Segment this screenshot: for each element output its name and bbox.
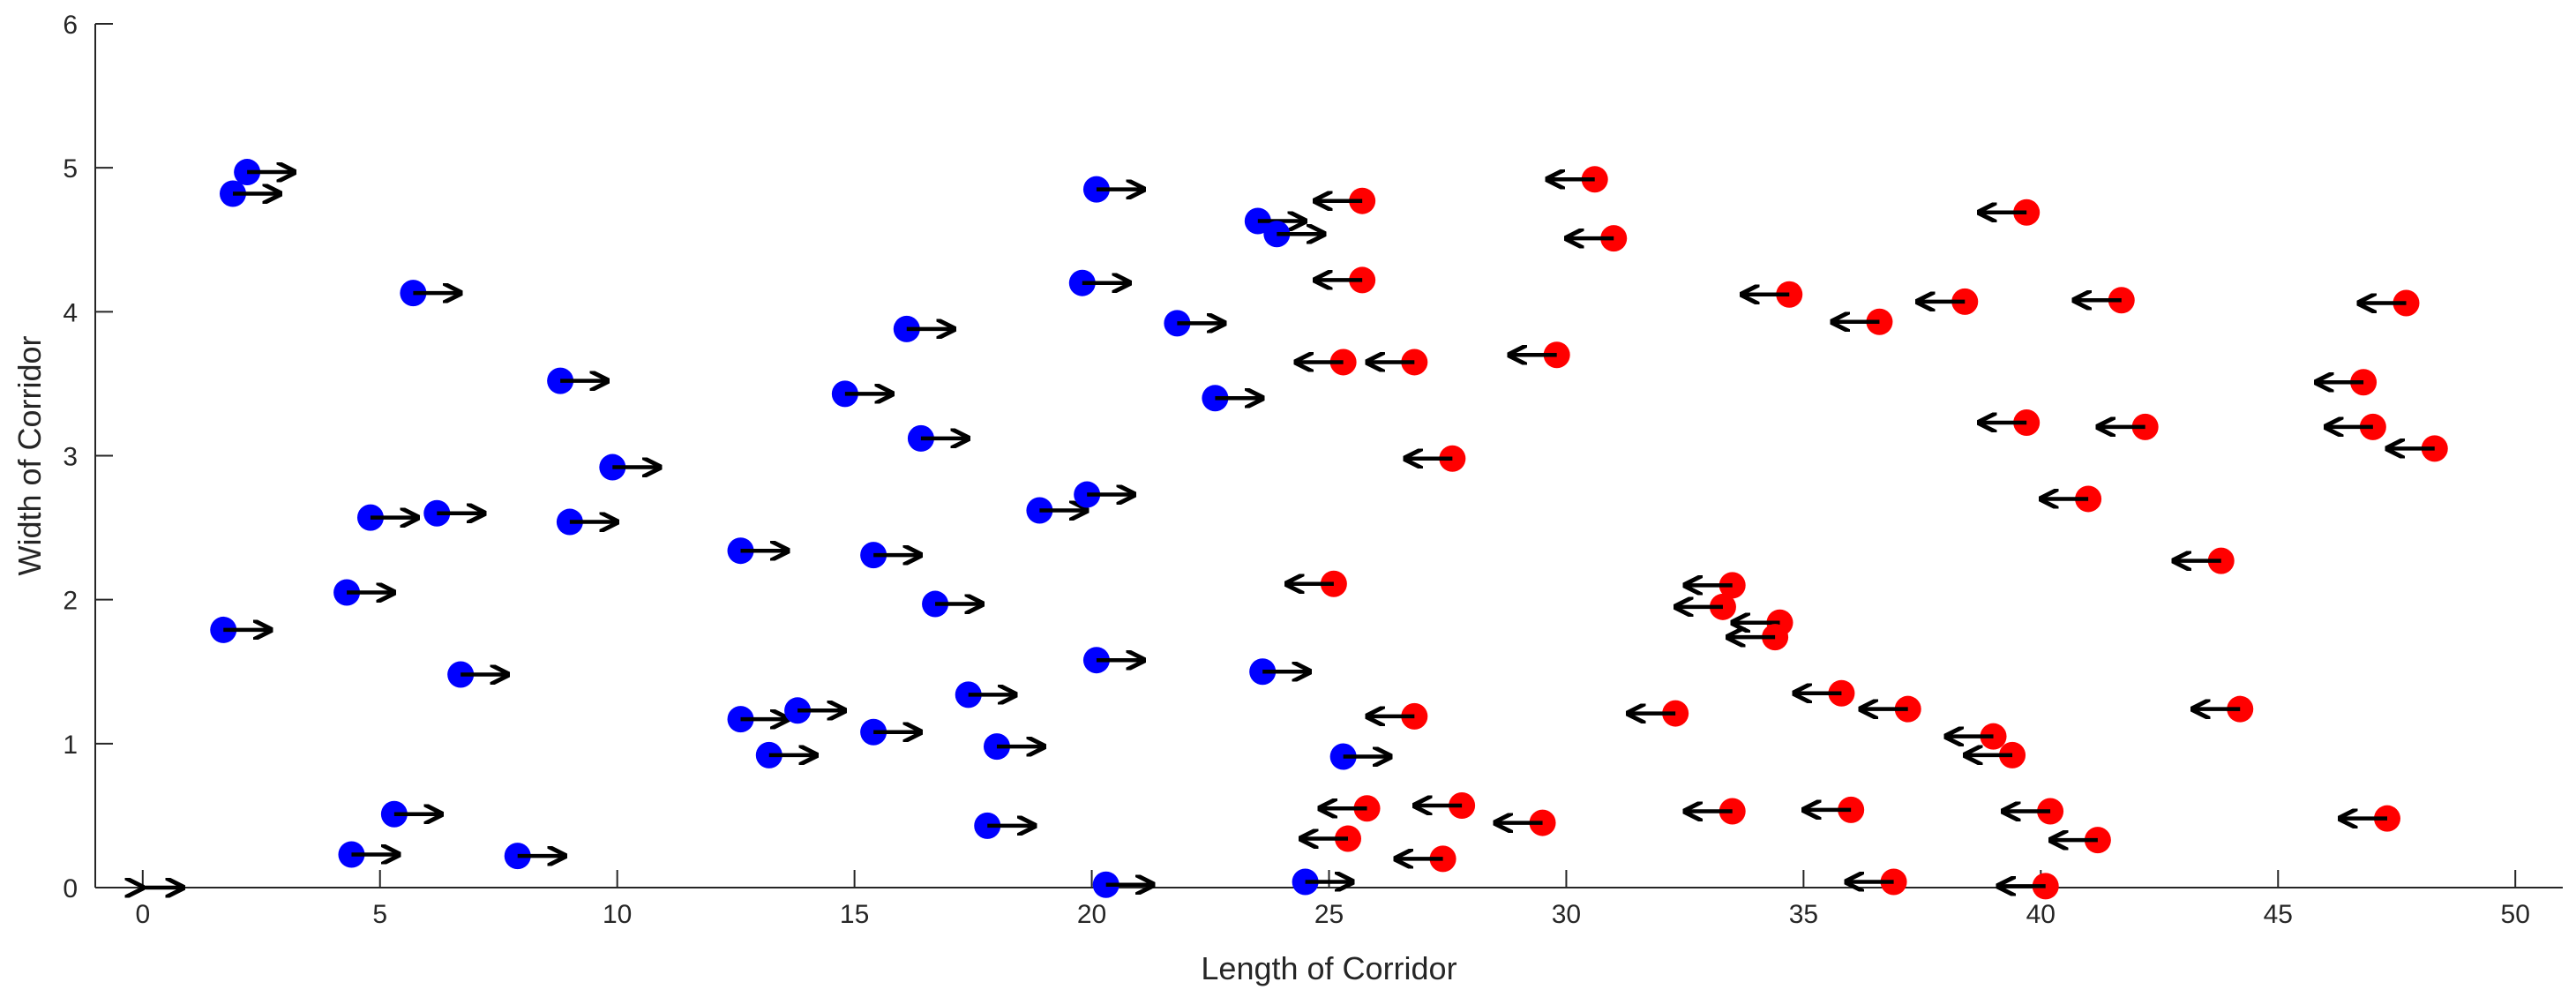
x-tick-label: 40 (2026, 900, 2056, 929)
x-tick-label: 25 (1314, 900, 1344, 929)
data-marks (143, 159, 2448, 900)
x-tick-label: 10 (603, 900, 632, 929)
y-tick-label: 1 (63, 731, 78, 760)
x-tick-label: 5 (372, 900, 387, 929)
x-tick-label: 50 (2501, 900, 2530, 929)
x-tick-label: 45 (2264, 900, 2293, 929)
x-tick-label: 35 (1789, 900, 1818, 929)
y-tick-label: 5 (63, 154, 78, 184)
x-tick-label: 20 (1077, 900, 1106, 929)
y-tick-label: 3 (63, 443, 78, 472)
x-axis-title: Length of Corridor (1201, 950, 1456, 986)
y-tick-label: 2 (63, 587, 78, 616)
y-tick-label: 6 (63, 11, 78, 40)
y-axis-title: Width of Corridor (11, 335, 48, 575)
y-tick-label: 4 (63, 298, 78, 327)
x-tick-label: 30 (1552, 900, 1581, 929)
x-tick-label: 15 (840, 900, 869, 929)
y-tick-label: 0 (63, 874, 78, 903)
x-tick-label: 0 (135, 900, 150, 929)
